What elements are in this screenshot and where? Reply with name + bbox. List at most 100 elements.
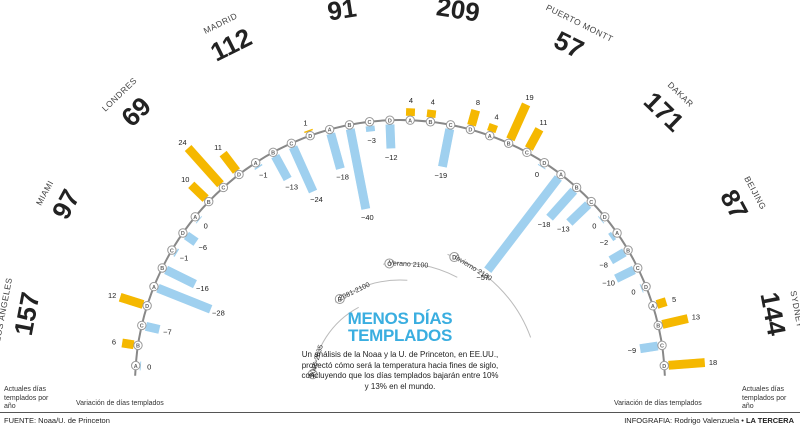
bars-layer <box>118 101 706 372</box>
note-variacion-left: Variación de días templados <box>76 400 164 407</box>
key-dot <box>234 169 244 180</box>
value-label: −18 <box>336 173 349 182</box>
value-label: 0 <box>592 221 596 230</box>
key-dot-letter: C <box>660 344 664 350</box>
legend-arc-a <box>311 306 359 379</box>
key-dot-letter: B <box>575 186 579 192</box>
key-dot <box>385 115 395 125</box>
key-dot-letter: D <box>181 231 185 237</box>
city-current-days: 144 <box>754 290 792 339</box>
key-dot-letter: B <box>507 141 511 147</box>
value-label: 5 <box>672 295 676 304</box>
key-dot-letter: D <box>145 304 149 310</box>
footer-credit-brand: LA TERCERA <box>745 416 794 425</box>
headline-line-2: TEMPLADOS <box>347 326 453 345</box>
value-label: 18 <box>709 358 717 367</box>
value-label: −57 <box>476 273 489 282</box>
legend-key-dot <box>449 252 460 263</box>
key-dot <box>465 124 476 135</box>
key-dot <box>286 138 297 148</box>
key-dot-letter: B <box>656 324 660 330</box>
key-dot <box>364 117 375 127</box>
key-dot-letter: D <box>662 364 666 370</box>
bar <box>613 265 637 284</box>
key-dot <box>653 320 663 331</box>
key-dot-letter: B <box>428 120 432 126</box>
key-dot <box>157 263 167 273</box>
key-dot-letter: A <box>615 231 619 237</box>
key-dot <box>167 245 177 255</box>
key-dot-letter: C <box>140 324 144 330</box>
bar <box>524 126 545 152</box>
legend-arc-d <box>447 253 532 338</box>
key-dot <box>485 130 495 141</box>
key-dot-letter: A <box>651 304 655 310</box>
value-label: 13 <box>692 313 700 322</box>
bar <box>270 153 293 182</box>
key-dot-letter: C <box>525 151 529 157</box>
note-actuales-left: Actuales días templados por año <box>4 386 49 410</box>
key-dot-letter: C <box>170 248 174 254</box>
legend-key-letter: A <box>310 373 315 379</box>
city-current-days: 209 <box>434 0 481 28</box>
key-dot <box>633 263 643 273</box>
key-dot <box>600 212 610 222</box>
value-label: 11 <box>539 118 547 127</box>
key-dot-letter: D <box>237 173 241 179</box>
key-dot-letter: D <box>603 215 607 221</box>
key-dot <box>657 340 667 351</box>
bar <box>163 265 198 289</box>
value-label: −6 <box>199 243 208 252</box>
value-label: −40 <box>361 213 374 222</box>
legend-key-letter: D <box>452 256 457 262</box>
value-label: 10 <box>181 175 189 184</box>
value-label: 0 <box>147 363 151 372</box>
value-label: −24 <box>310 195 323 204</box>
city-current-days: 97 <box>46 184 86 224</box>
key-dot-letter: B <box>626 248 630 254</box>
legend-key-dot <box>307 369 318 380</box>
value-label: 4 <box>431 98 435 107</box>
axis-arc <box>134 119 666 376</box>
key-dot <box>344 120 355 130</box>
key-dot <box>204 196 214 207</box>
city-current-days: 91 <box>325 0 358 27</box>
deck-text: Un análisis de la Noaa y la U. de Prince… <box>301 350 499 391</box>
key-dot <box>571 182 582 193</box>
key-dot-letter: C <box>289 141 293 147</box>
key-dot <box>522 147 532 158</box>
key-dot-letter: A <box>193 215 197 221</box>
note-actuales-right: Actuales días templados por año <box>742 386 787 410</box>
bar <box>437 127 455 169</box>
value-label: −7 <box>163 327 172 336</box>
key-dot <box>612 228 622 238</box>
key-dot <box>178 228 188 238</box>
value-label: −10 <box>602 278 615 287</box>
city-label: SANTIAGO209 <box>434 0 481 28</box>
bar <box>638 340 660 354</box>
value-labels-layer: 06−712−28−16−1−60102411−1−13−241−18−40−3… <box>108 93 717 372</box>
bar <box>466 108 481 128</box>
key-dot <box>659 360 669 371</box>
legend-key-dot <box>334 293 345 304</box>
value-label: −28 <box>212 308 225 317</box>
key-dot <box>641 281 651 292</box>
key-dot <box>131 360 141 371</box>
city-current-days: 87 <box>714 184 754 224</box>
key-dot <box>137 320 147 331</box>
footer-credit-prefix: INFOGRAFIA: Rodrigo Valenzuela • <box>624 416 744 425</box>
value-label: −12 <box>385 153 398 162</box>
key-dot-letter: B <box>160 266 164 272</box>
key-dot-letter: D <box>542 161 546 167</box>
value-label: 6 <box>112 338 116 347</box>
legend-key-letter: B <box>338 297 343 303</box>
value-label: 0 <box>204 221 208 230</box>
footer-credit: INFOGRAFIA: Rodrigo Valenzuela • LA TERC… <box>624 416 794 425</box>
